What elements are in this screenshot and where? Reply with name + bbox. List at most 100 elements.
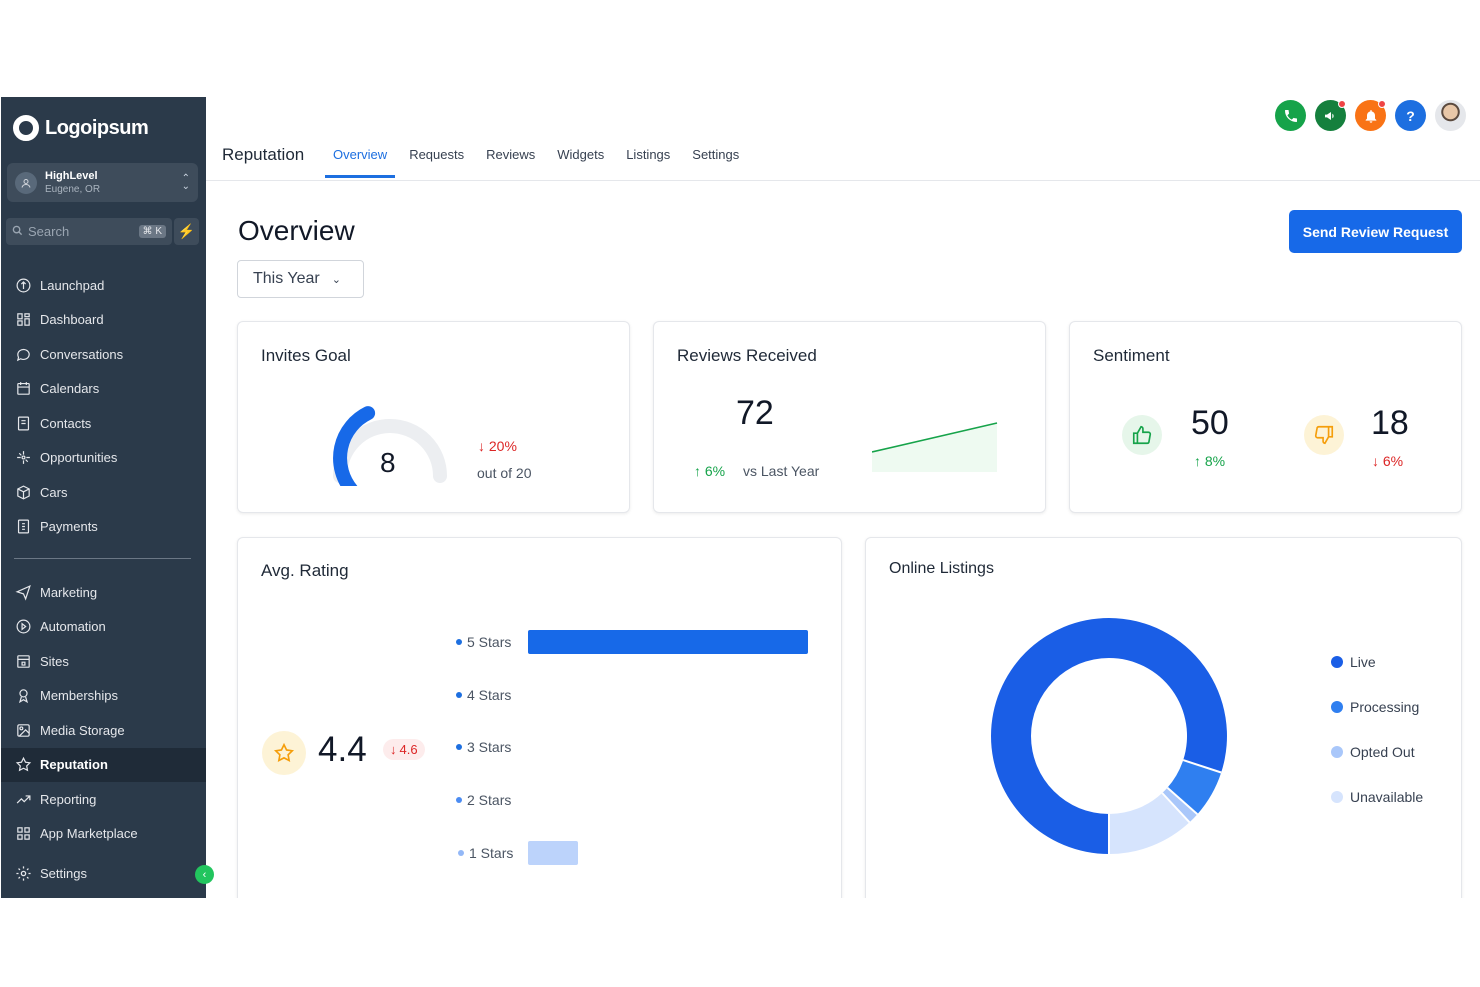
rating-label-text: 5 Stars	[467, 634, 512, 650]
rating-label-text: 3 Stars	[467, 739, 512, 756]
sidebar-item-reporting[interactable]: Reporting	[1, 782, 206, 816]
search-input[interactable]: Search ⌘ K	[6, 218, 172, 245]
sidebar-item-conversations[interactable]: Conversations	[1, 337, 206, 371]
megaphone-icon	[1324, 111, 1334, 120]
image-icon	[14, 721, 32, 739]
sidebar-item-calendars[interactable]: Calendars	[1, 372, 206, 406]
legend-item-unavailable: Unavailable	[1331, 789, 1423, 805]
tab-requests[interactable]: Requests	[409, 147, 465, 162]
sidebar-item-reputation[interactable]: Reputation	[1, 747, 206, 782]
legend-swatch	[1331, 656, 1343, 668]
invites-subtext: out of 20	[477, 465, 532, 481]
help-button[interactable]: ?	[1395, 100, 1426, 131]
sidebar-item-label: Dashboard	[40, 312, 104, 327]
avg-rating-previous: 4.6	[399, 742, 418, 757]
positive-change: ↑ 8%	[1194, 453, 1226, 469]
page-heading: Overview	[238, 215, 355, 246]
sidebar-item-label: Launchpad	[40, 277, 105, 293]
send-review-request-button[interactable]: Send Review Request	[1289, 210, 1462, 253]
sidebar-item-dashboard[interactable]: Dashboard	[1, 303, 206, 337]
quick-action-button[interactable]: ⚡	[174, 218, 199, 245]
legend-label: Processing	[1350, 699, 1420, 715]
tab-listings[interactable]: Listings	[626, 147, 671, 162]
tab-settings[interactable]: Settings	[692, 147, 740, 162]
phone-button[interactable]	[1275, 100, 1306, 131]
donut-separator	[1166, 786, 1199, 815]
rating-dot	[456, 691, 462, 698]
rating-label-text: 2 Stars	[467, 792, 512, 809]
sidebar-item-launchpad[interactable]: Launchpad	[1, 268, 206, 302]
chevron-down-icon: ⌄	[331, 273, 341, 286]
sidebar-item-marketing[interactable]: Marketing	[1, 575, 206, 609]
location-name: HighLevel	[45, 169, 98, 182]
tab-overview[interactable]: Overview	[325, 141, 396, 178]
logo-icon	[13, 115, 39, 141]
rating-row-label: 2 Stars	[456, 792, 511, 808]
sidebar-item-cars[interactable]: Cars	[1, 475, 206, 509]
rating-dot	[456, 797, 462, 804]
tab-widgets[interactable]: Widgets	[557, 147, 605, 162]
sidebar-item-label: Contacts	[40, 415, 92, 431]
collapse-sidebar-button[interactable]: ‹	[195, 865, 214, 884]
positive-change-value: 8%	[1204, 453, 1226, 469]
help-icon: ?	[1406, 107, 1415, 124]
search-icon	[12, 225, 23, 239]
location-switcher[interactable]: HighLevel Eugene, OR ⌃ ⌄	[7, 163, 198, 202]
opportunities-icon	[14, 449, 32, 467]
sidebar-item-media-storage[interactable]: Media Storage	[1, 713, 206, 747]
star-icon	[14, 756, 32, 774]
tab-reviews[interactable]: Reviews	[486, 147, 536, 162]
calendar-icon	[14, 380, 32, 398]
sidebar-item-label: Conversations	[40, 346, 124, 362]
main-content: Reputation Overview Requests Reviews Widget…	[206, 97, 1480, 898]
donut-segment-processing	[1167, 760, 1222, 815]
legend-label: Opted Out	[1350, 744, 1415, 760]
gauge-fill	[333, 406, 376, 486]
thumbs-up-icon	[1122, 415, 1162, 455]
sidebar-item-opportunities[interactable]: Opportunities	[1, 441, 206, 475]
online-listings-card: Online Listings Live Processing Opted Out U…	[865, 537, 1462, 898]
brand-logo[interactable]: Logoipsum	[13, 115, 149, 141]
sidebar-item-label: Cars	[40, 484, 68, 500]
sidebar-item-label: Opportunities	[40, 450, 118, 465]
period-value: This Year	[253, 270, 320, 287]
reviews-change: ↑ 6%	[694, 463, 726, 479]
sidebar-item-payments[interactable]: Payments	[1, 510, 206, 544]
sidebar-item-contacts[interactable]: Contacts	[1, 406, 206, 440]
invites-value: 8	[380, 447, 396, 478]
sidebar-item-label: Marketing	[40, 584, 98, 600]
app-window: Logoipsum HighLevel Eugene, OR ⌃ ⌄ Search…	[1, 97, 1480, 898]
sidebar: Logoipsum HighLevel Eugene, OR ⌃ ⌄ Search…	[1, 97, 214, 898]
sidebar-item-label: Reporting	[40, 791, 97, 807]
award-icon	[14, 687, 32, 705]
legend-label: Live	[1350, 654, 1376, 670]
period-select[interactable]: This Year ⌄	[237, 260, 364, 298]
sidebar-item-label: Reputation	[40, 757, 108, 772]
donut-separator	[1161, 792, 1191, 823]
legend-swatch	[1331, 701, 1343, 713]
top-bar: Reputation Overview Requests Reviews Widget…	[206, 97, 1480, 181]
reviews-trend-sparkline	[872, 422, 998, 472]
card-title: Sentiment	[1093, 346, 1170, 365]
sidebar-item-app-marketplace[interactable]: App Marketplace	[1, 817, 206, 851]
page-title: Reputation	[222, 145, 305, 164]
sidebar-item-automation[interactable]: Automation	[1, 610, 206, 644]
reviews-change-value: 6%	[704, 463, 726, 479]
contacts-icon	[14, 414, 32, 432]
unread-dot	[1338, 100, 1346, 108]
invites-change: ↓ 20%	[478, 438, 517, 454]
user-avatar[interactable]	[1435, 100, 1466, 131]
notifications-button[interactable]	[1355, 100, 1386, 131]
sidebar-item-label: Media Storage	[40, 722, 125, 738]
bell-icon	[1365, 109, 1376, 123]
star-icon	[262, 731, 306, 775]
sidebar-item-label: Payments	[40, 519, 98, 534]
sidebar-item-sites[interactable]: Sites	[1, 644, 206, 678]
avg-rating-value: 4.4	[318, 730, 367, 769]
sidebar-item-settings[interactable]: Settings	[1, 856, 206, 890]
brand-name: Logoipsum	[45, 116, 149, 139]
card-title: Reviews Received	[677, 346, 817, 365]
listings-donut-chart	[991, 618, 1227, 854]
sidebar-item-memberships[interactable]: Memberships	[1, 679, 206, 713]
announcements-button[interactable]	[1315, 100, 1346, 131]
